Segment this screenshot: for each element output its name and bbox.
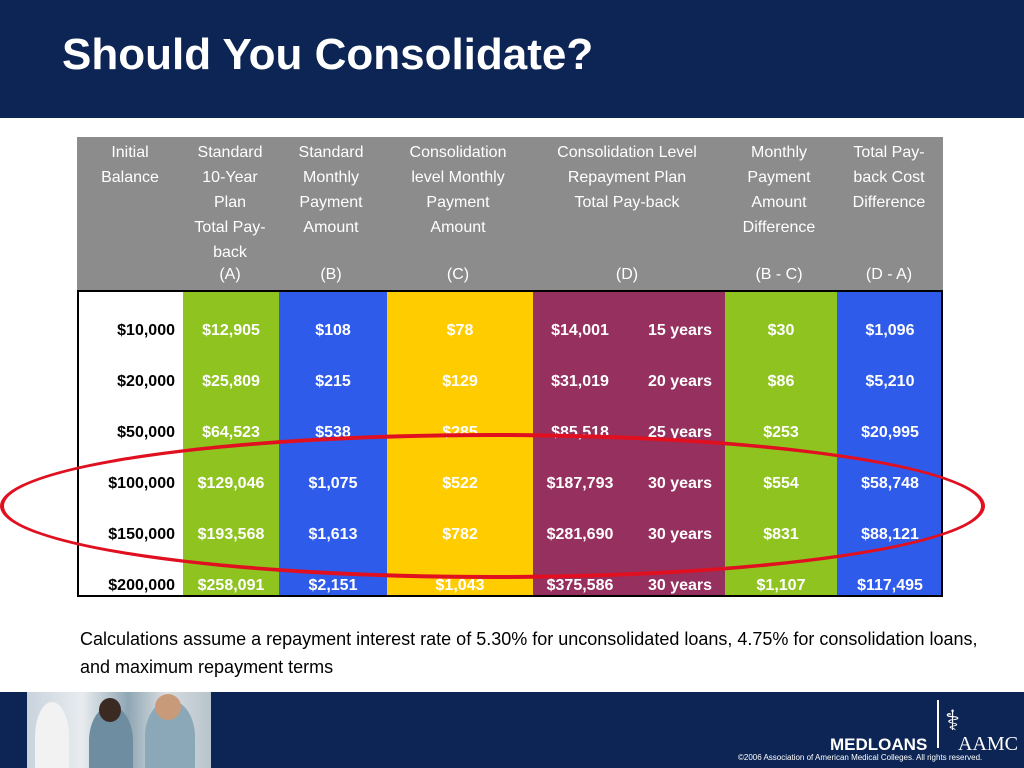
header-standard-plan: Standard 10-Year Plan Total Pay- back bbox=[194, 144, 266, 261]
cell-standard-payback: $25,809 bbox=[202, 373, 260, 390]
cell-monthly-difference: $1,107 bbox=[756, 577, 806, 594]
cell-initial-balance: $10,000 bbox=[117, 322, 175, 339]
title-bar bbox=[0, 0, 1024, 118]
table-header: Initial Balance Standard 10-Year Plan To… bbox=[77, 137, 943, 290]
cell-payback-difference: $5,210 bbox=[865, 373, 915, 390]
cell-repayment-term: 30 years bbox=[647, 577, 713, 594]
header-consolidation-payback: Consolidation Level Repayment Plan Total… bbox=[557, 144, 697, 211]
header-letter-c: (C) bbox=[446, 266, 470, 283]
header-standard-monthly: Standard Monthly Payment Amount bbox=[298, 144, 364, 236]
header-letter-da: (D - A) bbox=[865, 266, 913, 283]
footnote: Calculations assume a repayment interest… bbox=[80, 629, 978, 677]
header-letter-d: (D) bbox=[615, 266, 639, 283]
footer-photo bbox=[27, 692, 211, 768]
cell-standard-monthly: $2,151 bbox=[308, 577, 358, 594]
cell-standard-monthly: $108 bbox=[315, 322, 351, 339]
cell-consolidation-monthly: $129 bbox=[442, 373, 478, 390]
cell-repayment-term: 15 years bbox=[647, 322, 713, 339]
cell-standard-payback: $64,523 bbox=[202, 424, 260, 441]
cell-monthly-difference: $86 bbox=[767, 373, 795, 390]
cell-monthly-difference: $30 bbox=[767, 322, 795, 339]
slide-title: Should You Consolidate? bbox=[62, 30, 594, 79]
cell-payback-difference: $117,495 bbox=[857, 577, 923, 594]
cell-consolidation-monthly: $78 bbox=[446, 322, 474, 339]
cell-consolidation-monthly: $1,043 bbox=[435, 577, 485, 594]
cell-monthly-difference: $253 bbox=[763, 424, 799, 441]
logo-divider bbox=[937, 700, 939, 748]
header-payback-difference: Total Pay- back Cost Difference bbox=[852, 144, 926, 211]
header-letter-a: (A) bbox=[219, 266, 241, 283]
cell-payback-difference: $20,995 bbox=[861, 424, 919, 441]
cell-consolidation-payback: $31,019 bbox=[551, 373, 609, 390]
copyright-text: ©2006 Association of American Medical Co… bbox=[738, 753, 983, 762]
header-consolidation-monthly: Consolidation level Monthly Payment Amou… bbox=[409, 144, 507, 236]
cell-standard-payback: $258,091 bbox=[197, 577, 265, 594]
caduceus-icon: ⚕ bbox=[945, 704, 961, 737]
cell-standard-monthly: $215 bbox=[315, 373, 351, 390]
header-monthly-difference: Monthly Payment Amount Difference bbox=[742, 144, 816, 236]
medloans-logo: MEDLOANS bbox=[830, 735, 928, 754]
cell-initial-balance: $200,000 bbox=[108, 577, 175, 594]
header-initial-balance: Initial Balance bbox=[101, 144, 159, 186]
cell-standard-payback: $12,905 bbox=[202, 322, 260, 339]
cell-payback-difference: $1,096 bbox=[865, 322, 915, 339]
aamc-logo: AAMC bbox=[958, 733, 1019, 755]
highlight-oval bbox=[0, 433, 985, 579]
cell-initial-balance: $50,000 bbox=[117, 424, 175, 441]
header-letter-bc: (B - C) bbox=[755, 266, 803, 283]
cell-initial-balance: $20,000 bbox=[117, 373, 175, 390]
header-letter-b: (B) bbox=[320, 266, 342, 283]
cell-repayment-term: 20 years bbox=[647, 373, 713, 390]
cell-consolidation-payback: $375,586 bbox=[546, 577, 614, 594]
cell-consolidation-payback: $14,001 bbox=[551, 322, 609, 339]
